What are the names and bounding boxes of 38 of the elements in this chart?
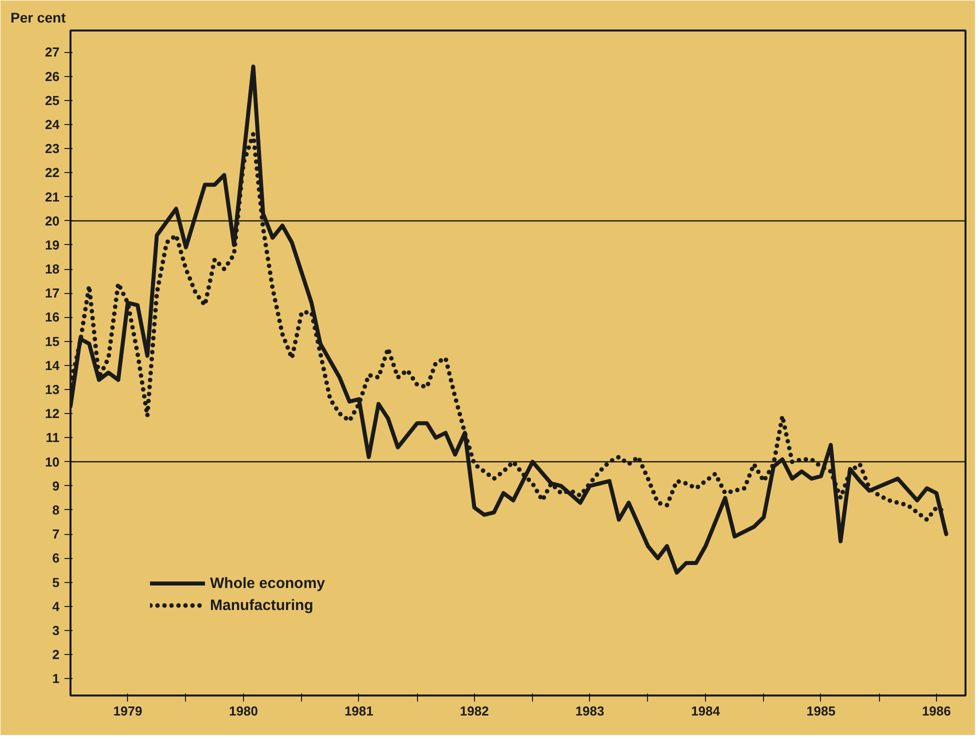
y-tick-label: 14: [45, 358, 60, 373]
x-tick-label: 1983: [575, 704, 604, 718]
y-tick-label: 21: [45, 189, 60, 204]
y-tick-label: 22: [45, 165, 60, 180]
x-tick-label: 1981: [344, 704, 374, 718]
x-tick-label: 1980: [229, 704, 258, 718]
y-tick-label: 7: [52, 526, 60, 542]
y-tick-label: 11: [46, 430, 60, 446]
y-tick-label: 2: [52, 647, 60, 662]
y-tick-label: 25: [45, 92, 60, 108]
y-tick-label: 27: [45, 44, 60, 60]
y-tick-label: 12: [45, 406, 60, 422]
x-tick-label: 1986: [922, 704, 951, 718]
y-tick-label: 10: [45, 454, 60, 470]
legend-label: Manufacturing: [210, 596, 314, 614]
y-tick-label: 26: [45, 68, 60, 84]
y-tick-label: 6: [52, 550, 60, 566]
y-tick-label: 16: [45, 310, 60, 325]
x-tick-label: 1985: [806, 704, 836, 718]
y-tick-label: 23: [45, 141, 60, 156]
y-tick-label: 1: [52, 671, 60, 686]
y-axis-title: Per cent: [10, 10, 66, 26]
y-tick-label: 24: [45, 116, 60, 132]
y-tick-label: 4: [52, 598, 60, 614]
y-tick-label: 13: [45, 382, 60, 398]
y-tick-label: 17: [45, 286, 60, 301]
y-tick-label: 8: [52, 502, 60, 518]
y-tick-label: 19: [45, 237, 60, 252]
y-tick-label: 18: [45, 262, 60, 277]
x-tick-label: 1982: [460, 704, 489, 718]
y-tick-label: 5: [52, 574, 60, 590]
y-tick-label: 15: [45, 334, 60, 349]
y-tick-label: 20: [45, 213, 60, 228]
x-tick-label: 1979: [113, 704, 142, 718]
legend-label: Whole economy: [210, 574, 326, 592]
y-tick-label: 3: [52, 622, 60, 638]
x-tick-label: 1984: [691, 704, 721, 718]
y-tick-label: 9: [52, 478, 60, 494]
